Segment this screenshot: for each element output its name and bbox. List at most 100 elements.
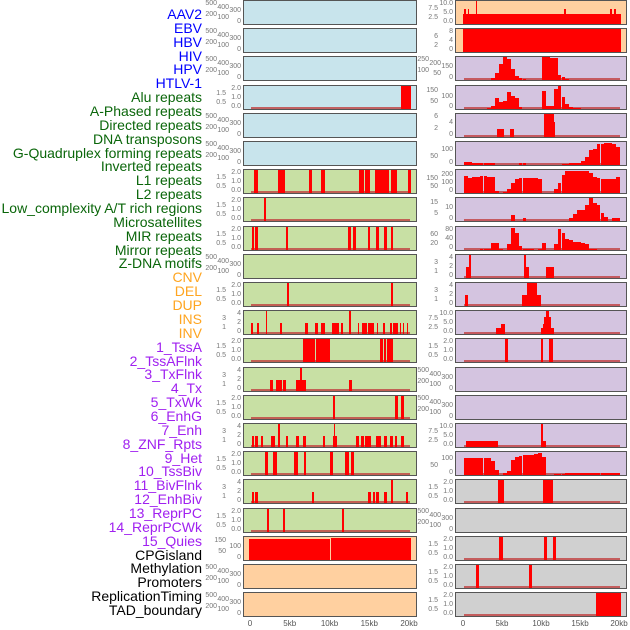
data-bar bbox=[386, 339, 393, 362]
y-tick-label: 2.0 bbox=[231, 508, 241, 515]
data-bar bbox=[612, 178, 617, 193]
data-bar bbox=[330, 538, 411, 560]
data-bar bbox=[592, 473, 597, 475]
data-bar bbox=[505, 339, 509, 362]
y-tick-label: 0 bbox=[237, 554, 241, 561]
track-label: Directed repeats bbox=[99, 116, 202, 133]
y-tick-label: 400 bbox=[217, 144, 229, 152]
data-bar bbox=[528, 565, 532, 588]
data-bar bbox=[577, 170, 581, 193]
data-bar bbox=[584, 156, 589, 165]
data-bar bbox=[530, 454, 535, 475]
data-bar bbox=[592, 148, 597, 165]
track-label: MIR repeats bbox=[125, 227, 202, 244]
track-panel bbox=[455, 367, 627, 392]
track-panel bbox=[455, 56, 627, 81]
data-bar bbox=[487, 163, 492, 165]
data-bar bbox=[518, 78, 523, 80]
data-bar bbox=[322, 435, 325, 447]
data-bar bbox=[333, 424, 336, 447]
y-tick-label: 1.0 bbox=[231, 94, 241, 101]
y-tick-label: 400 bbox=[217, 257, 229, 265]
y-tick-label: 300 bbox=[229, 63, 241, 71]
data-bar bbox=[487, 248, 492, 250]
data-bar bbox=[393, 322, 398, 334]
x-tick-label: 15kb bbox=[360, 619, 378, 628]
data-bar bbox=[552, 537, 556, 560]
x-tick-label: 5kb bbox=[283, 619, 297, 628]
y-tick-label: 250 bbox=[417, 56, 429, 64]
data-bar bbox=[475, 176, 480, 193]
y-tick-label: 2.5 bbox=[428, 436, 438, 444]
y-tick-label: 1 bbox=[222, 380, 226, 388]
track-panel bbox=[243, 254, 417, 279]
data-bar bbox=[514, 76, 519, 80]
data-bar bbox=[347, 227, 352, 250]
baseline bbox=[251, 304, 410, 306]
y-tick-label: 1.5 bbox=[428, 596, 438, 604]
data-bar bbox=[471, 176, 476, 193]
data-bar bbox=[612, 473, 617, 475]
y-tick-label: 80 bbox=[445, 226, 453, 234]
y-tick-label: 0 bbox=[449, 469, 453, 476]
data-bar bbox=[614, 9, 616, 24]
data-bar bbox=[522, 177, 527, 193]
y-tick-label: 300 bbox=[229, 571, 241, 579]
y-tick-label: 0.5 bbox=[428, 577, 438, 585]
y-tick-label: 1.0 bbox=[231, 517, 241, 524]
x-tick-label: 0 bbox=[460, 619, 466, 628]
track-panel bbox=[455, 141, 627, 166]
y-tick-label: 2.0 bbox=[231, 197, 241, 204]
data-bar bbox=[479, 176, 484, 193]
data-bar bbox=[309, 170, 313, 193]
data-bar bbox=[506, 470, 511, 475]
track-panel bbox=[243, 28, 417, 53]
y-tick-label: 1.0 bbox=[231, 235, 241, 242]
y-tick-label: 3 bbox=[222, 371, 226, 379]
data-bar bbox=[495, 72, 500, 80]
track-label: INV bbox=[178, 324, 202, 341]
baseline bbox=[464, 586, 620, 588]
y-tick-label: 100 bbox=[441, 92, 453, 100]
x-tick-label: 20kb bbox=[400, 619, 418, 628]
y-tick-label: 0.0 bbox=[443, 356, 453, 363]
data-bar bbox=[564, 9, 566, 24]
data-bar bbox=[577, 473, 581, 475]
y-tick-label: 50 bbox=[430, 461, 438, 469]
track-panel bbox=[455, 479, 627, 504]
data-bar bbox=[399, 322, 402, 334]
data-bar bbox=[254, 435, 258, 447]
data-bar bbox=[465, 441, 498, 447]
data-bar bbox=[475, 162, 480, 165]
track-label: Low_complexity A/T rich regions bbox=[1, 200, 203, 217]
y-tick-label: 1.0 bbox=[443, 601, 453, 608]
y-tick-label: 0 bbox=[449, 103, 453, 110]
data-bar bbox=[495, 190, 500, 193]
data-bar bbox=[581, 210, 585, 221]
y-tick-label: 100 bbox=[217, 155, 229, 163]
y-tick-label: 4 bbox=[449, 119, 453, 126]
y-tick-label: 1.5 bbox=[216, 512, 226, 520]
data-bar bbox=[373, 491, 375, 503]
data-bar bbox=[394, 396, 398, 419]
baseline bbox=[251, 501, 410, 503]
y-tick-label: 0 bbox=[449, 215, 453, 222]
data-bar bbox=[463, 13, 621, 24]
y-tick-label: 0.0 bbox=[443, 554, 453, 561]
data-bar bbox=[407, 170, 411, 193]
y-tick-label: 0.0 bbox=[231, 187, 241, 194]
data-bar bbox=[487, 457, 492, 475]
y-tick-label: 0 bbox=[237, 131, 241, 138]
y-tick-label: 0.5 bbox=[428, 351, 438, 359]
y-tick-label: 2.0 bbox=[231, 338, 241, 345]
track-label: L1 repeats bbox=[135, 172, 202, 189]
data-bar bbox=[380, 339, 383, 362]
data-bar bbox=[542, 57, 546, 80]
y-tick-label: 500 bbox=[205, 28, 217, 35]
data-bar bbox=[503, 57, 507, 80]
y-tick-label: 0 bbox=[237, 159, 241, 166]
data-bar bbox=[612, 217, 617, 221]
baseline bbox=[251, 248, 410, 250]
data-bar bbox=[542, 457, 546, 475]
data-bar bbox=[252, 435, 255, 447]
